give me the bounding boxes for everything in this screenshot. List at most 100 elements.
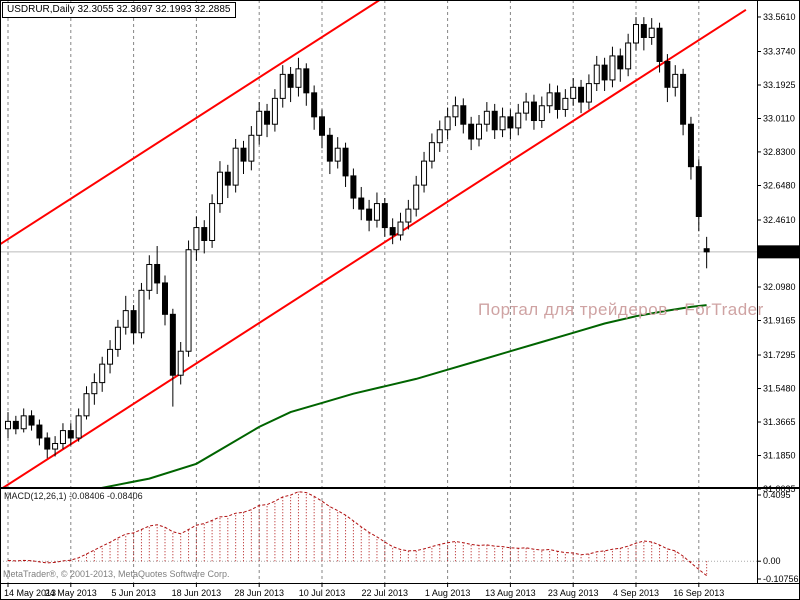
panel-separator[interactable] — [0, 487, 800, 489]
macd-histogram — [0, 491, 757, 576]
candle-body — [154, 263, 161, 284]
candle-body — [334, 147, 341, 162]
candle-body — [185, 249, 192, 352]
price-axis-label: 33.5610 — [763, 12, 796, 22]
candle-body — [232, 147, 239, 186]
channel-lower-line[interactable] — [0, 8, 747, 490]
time-axis-label: 22 Jul 2013 — [362, 588, 409, 598]
candle-body — [256, 110, 263, 136]
candle-body — [562, 97, 569, 110]
candle-body — [358, 197, 365, 210]
candle-body — [452, 105, 459, 118]
axis-background — [757, 0, 800, 583]
time-axis-label: 24 May 2013 — [45, 588, 97, 598]
ma-polyline[interactable] — [8, 304, 707, 508]
candle-body — [460, 105, 467, 125]
candle-body — [130, 310, 137, 334]
candle-body — [264, 110, 271, 125]
candle-body — [99, 363, 106, 384]
candle-body — [248, 134, 255, 162]
candle-body — [44, 437, 51, 450]
time-axis-label: 16 Sep 2013 — [673, 588, 724, 598]
candle-body — [216, 171, 223, 205]
candle-body — [83, 393, 90, 417]
candle-body — [381, 203, 388, 229]
candle-body — [397, 221, 404, 236]
candle-body — [483, 110, 490, 125]
price-axis[interactable]: 33.5610 33.3740 33.1925 33.0110 32.8300 32.64… — [757, 12, 800, 584]
candle-body — [75, 415, 82, 439]
candle-body — [122, 310, 129, 328]
time-axis-label: 18 Jun 2013 — [172, 588, 222, 598]
price-axis-label: 32.4610 — [763, 215, 796, 225]
copyright-text: MetaTrader®, © 2001-2013, MetaQuotes Sof… — [3, 569, 230, 579]
candle-body — [303, 68, 310, 94]
candle-body — [468, 123, 475, 140]
current-price-label: 32.2885 — [763, 247, 796, 257]
candle-body — [326, 134, 333, 162]
price-axis-label: 32.8300 — [763, 147, 796, 157]
macd-signal-line — [7, 491, 707, 576]
candle-body — [428, 142, 435, 162]
candle-body — [319, 116, 325, 136]
macd-axis-label: 0.4095 — [763, 490, 791, 500]
price-axis-label: 31.5480 — [763, 384, 796, 394]
indicator-label: MACD(12,26,1) -0.08406 -0.08406 — [4, 491, 143, 501]
time-axis-label: 13 Aug 2013 — [485, 588, 536, 598]
candle-body — [656, 27, 663, 62]
candle-body — [617, 55, 624, 70]
candle-body — [5, 420, 11, 430]
candle-body — [413, 184, 420, 210]
candle-body — [703, 248, 710, 253]
candle-body — [648, 27, 655, 38]
price-axis-label: 33.1925 — [763, 80, 796, 90]
price-axis-label: 32.0980 — [763, 282, 796, 292]
candle-body — [59, 430, 66, 445]
candle-body — [12, 420, 19, 430]
candle-body — [138, 289, 145, 334]
candle-body — [421, 160, 428, 186]
price-axis-label: 31.7295 — [763, 350, 796, 360]
candle-body — [499, 116, 506, 131]
candle-body — [224, 171, 231, 186]
candle-body — [36, 424, 43, 439]
time-axis-label: 1 Aug 2013 — [425, 588, 471, 598]
candle-body — [405, 208, 412, 223]
candle-body — [193, 227, 200, 251]
price-axis-label: 33.0110 — [763, 113, 795, 123]
candle-body — [476, 123, 482, 140]
moving-average-line — [8, 304, 707, 508]
candle-body — [209, 203, 216, 241]
candle-body — [585, 83, 592, 103]
candle-body — [538, 105, 545, 122]
candle-body — [554, 92, 561, 110]
candle-body — [640, 24, 647, 38]
price-axis-label: 31.1850 — [763, 451, 796, 461]
candle-body — [287, 73, 294, 88]
symbol-info-box: USDRUR,Daily 32.3055 32.3697 32.1993 32.… — [2, 2, 236, 18]
candles — [5, 17, 710, 459]
channel-upper-line[interactable] — [0, 0, 746, 246]
symbol-ohlc-text: USDRUR,Daily 32.3055 32.3697 32.1993 32.… — [7, 4, 231, 15]
current-price-marker — [758, 245, 800, 259]
candle-body — [114, 326, 121, 350]
candle-body — [436, 129, 443, 144]
candle-body — [570, 86, 577, 99]
candle-body — [578, 86, 585, 103]
candle-body — [680, 73, 687, 125]
candle-body — [523, 101, 530, 114]
candle-body — [373, 203, 380, 221]
candle-body — [107, 348, 114, 365]
candle-body — [67, 430, 74, 439]
candle-body — [52, 443, 59, 450]
candle-body — [146, 263, 153, 291]
candle-body — [20, 415, 27, 430]
candle-body — [271, 97, 278, 125]
candle-body — [546, 92, 553, 107]
candle-body — [625, 42, 632, 70]
time-axis-label: 5 Jun 2013 — [111, 588, 156, 598]
candle-body — [240, 147, 247, 162]
